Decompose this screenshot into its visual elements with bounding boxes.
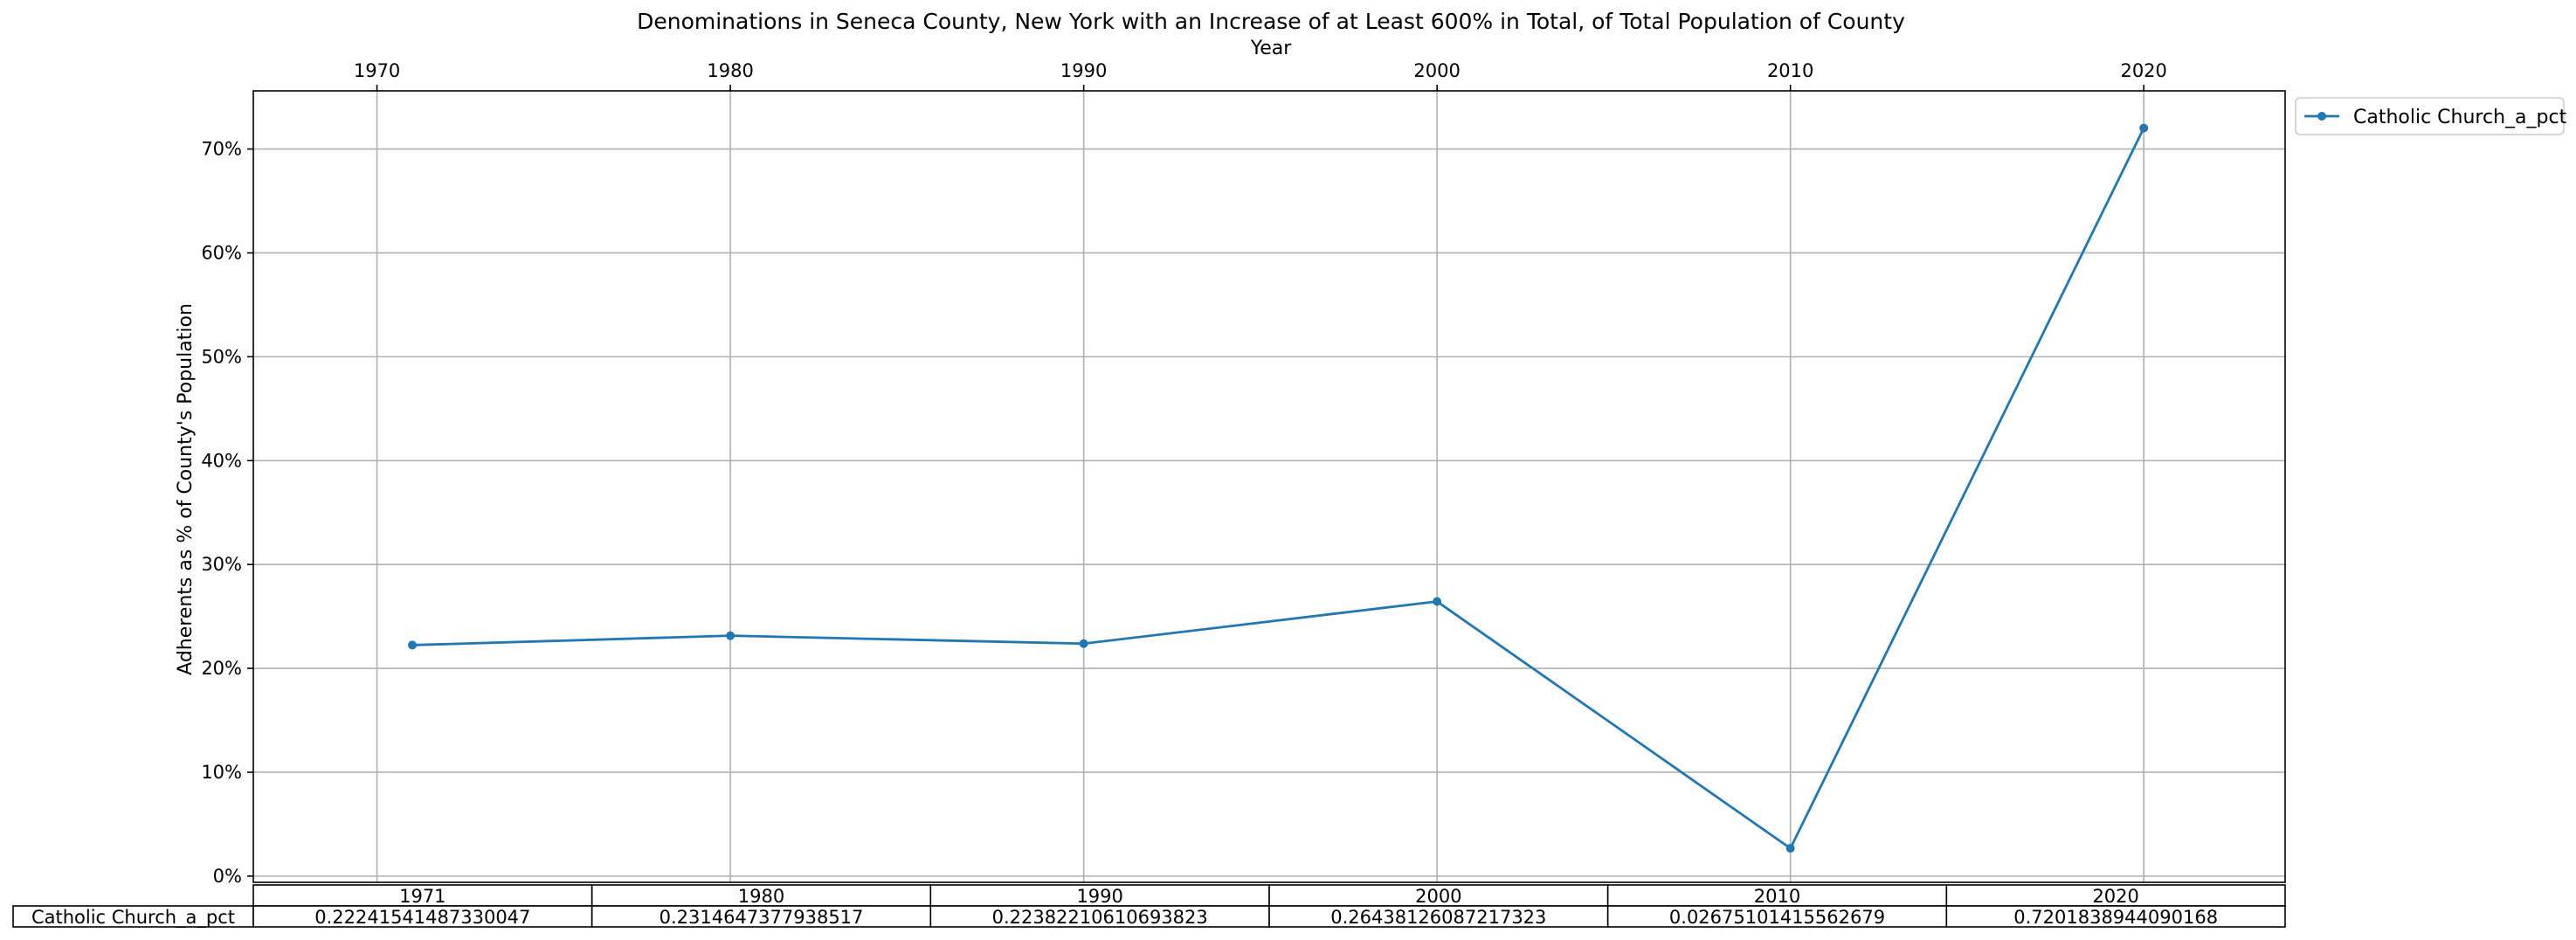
table-cell-text: 0.7201838944090168	[2013, 907, 2218, 928]
legend-label: Catholic Church_a_pct	[2353, 107, 2567, 128]
table-cell	[252, 905, 593, 928]
data-point	[2139, 123, 2149, 133]
y-tick-label: 10%	[201, 762, 242, 783]
y-tick-label: 70%	[201, 139, 242, 160]
table-header-text: 2000	[1415, 886, 1461, 907]
table-header-cell	[1606, 884, 1948, 907]
table-cell-text: 0.22241541487330047	[314, 907, 530, 928]
x-tick-label: 2010	[1767, 60, 1813, 81]
table-header-text: 1990	[1076, 886, 1122, 907]
legend-box	[2295, 97, 2565, 135]
series-layer	[408, 123, 2149, 854]
data-point	[408, 640, 418, 650]
data-table: 1971 1980 1990 2000 2010 2020 Catholic Church_…	[12, 884, 2286, 929]
table-cell-text: 0.22382210610693823	[992, 907, 1208, 928]
y-tick-label: 40%	[201, 450, 242, 471]
y-tick-label: 0%	[213, 866, 242, 887]
chart-title: Denominations in Seneca County, New York…	[637, 9, 1905, 34]
y-tick-label: 50%	[201, 346, 242, 367]
table-header-text: 1980	[738, 886, 784, 907]
data-point	[1079, 639, 1088, 648]
x-tick-label: 2020	[2120, 60, 2166, 81]
series-line	[411, 127, 2145, 850]
table-cell-text: 0.2314647377938517	[660, 907, 864, 928]
y-axis-label: Adherents as % of County's Population	[175, 303, 197, 675]
table-header-text: 2020	[2092, 886, 2138, 907]
data-point	[1785, 844, 1795, 854]
table-cell	[929, 905, 1270, 928]
x-axis-ticks: 1970 1980 1990 2000 2010 2020	[354, 60, 2167, 91]
y-tick-label: 20%	[201, 658, 242, 679]
y-tick-label: 60%	[201, 242, 242, 263]
table-header-text: 2010	[1754, 886, 1800, 907]
table-cell	[1945, 905, 2286, 928]
y-tick-label: 30%	[201, 554, 242, 575]
table-cell-text: 0.02675101415562679	[1669, 907, 1885, 928]
x-axis-label: Year	[1250, 38, 1293, 59]
x-tick-label: 1980	[707, 60, 753, 81]
grid-lines	[253, 91, 2285, 882]
x-tick-label: 1970	[354, 60, 400, 81]
table-cell	[590, 905, 932, 928]
x-tick-label: 1990	[1060, 60, 1107, 81]
table-row-label: Catholic Church_a_pct	[31, 907, 235, 929]
x-tick-label: 2000	[1413, 60, 1460, 81]
table-cell-text: 0.26438126087217323	[1330, 907, 1546, 928]
table-cell	[1268, 905, 1609, 928]
table-header-text: 1971	[399, 886, 445, 907]
legend: Catholic Church_a_pct	[2295, 97, 2567, 135]
table-header-cell	[929, 884, 1270, 907]
y-axis-ticks: 0% 10% 20% 30% 40% 50% 60% 70%	[201, 139, 253, 887]
data-point	[726, 631, 736, 640]
data-point	[1433, 597, 1442, 606]
plot-frame	[252, 90, 2286, 883]
legend-marker	[2317, 112, 2326, 121]
